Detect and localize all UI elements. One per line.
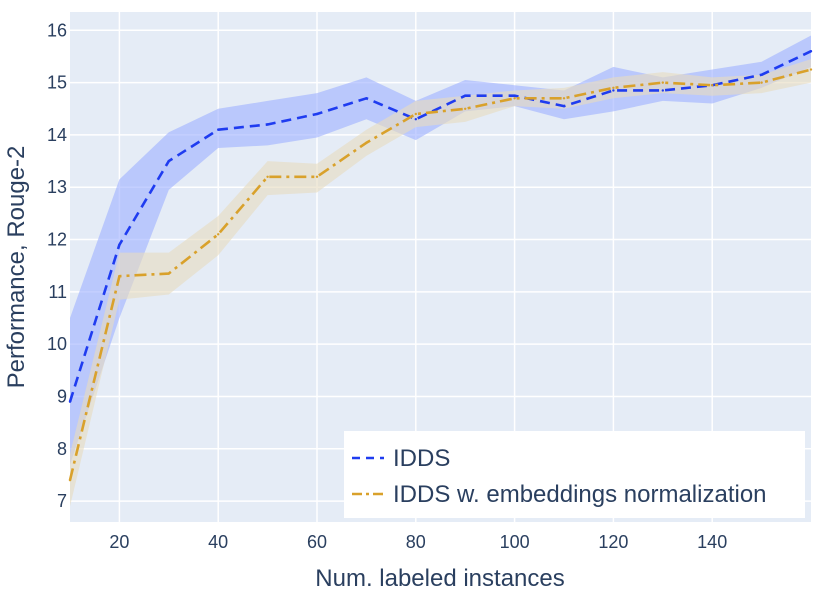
data-point-idds-90 bbox=[464, 94, 467, 97]
x-tick-label-80: 80 bbox=[406, 532, 426, 552]
legend-box bbox=[344, 431, 805, 518]
x-tick-labels: 20 40 60 80 100 120 140 bbox=[109, 532, 727, 552]
data-point-idds-normalization-40 bbox=[217, 233, 220, 236]
data-point-idds-130 bbox=[661, 89, 664, 92]
data-point-idds-normalization-60 bbox=[315, 175, 319, 178]
data-point-idds-normalization-30 bbox=[167, 272, 170, 275]
y-tick-label-12: 12 bbox=[47, 230, 67, 250]
data-point-idds-normalization-80 bbox=[414, 112, 417, 116]
data-point-idds-70 bbox=[365, 97, 368, 100]
data-point-idds-normalization-120 bbox=[612, 86, 615, 90]
series-lines bbox=[68, 50, 813, 482]
data-point-idds-normalization-90 bbox=[464, 107, 467, 110]
data-point-idds-120 bbox=[612, 89, 615, 92]
data-point-idds-normalization-150 bbox=[760, 81, 763, 84]
data-point-idds-40 bbox=[217, 128, 220, 131]
data-point-idds-normalization-110 bbox=[562, 97, 566, 100]
y-tick-label-9: 9 bbox=[57, 386, 67, 406]
data-point-idds-100 bbox=[513, 94, 516, 97]
y-tick-label-11: 11 bbox=[48, 282, 67, 302]
y-tick-label-10: 10 bbox=[47, 334, 67, 354]
legend: IDDS IDDS w. embeddings normalization bbox=[344, 431, 805, 518]
data-point-idds-normalization-10 bbox=[68, 478, 72, 482]
x-tick-label-40: 40 bbox=[208, 532, 228, 552]
data-point-idds-50 bbox=[266, 123, 269, 126]
y-gridlines bbox=[70, 29, 811, 502]
y-tick-label-16: 16 bbox=[47, 20, 67, 40]
confidence-bands bbox=[70, 35, 811, 507]
data-point-idds-60 bbox=[315, 112, 319, 116]
data-point-idds-normalization-160 bbox=[809, 68, 813, 71]
data-point-idds-30 bbox=[167, 159, 170, 163]
data-point-idds-normalization-100 bbox=[513, 97, 516, 100]
data-points-idds-normalization bbox=[68, 68, 813, 482]
y-tick-label-7: 7 bbox=[57, 491, 67, 511]
data-points-idds bbox=[68, 50, 813, 403]
data-point-idds-10 bbox=[68, 400, 72, 403]
x-tick-label-120: 120 bbox=[598, 532, 628, 552]
data-point-idds-20 bbox=[118, 243, 121, 246]
data-point-idds-normalization-70 bbox=[365, 141, 368, 144]
x-tick-label-60: 60 bbox=[307, 532, 327, 552]
x-axis-title: Num. labeled instances bbox=[315, 565, 564, 592]
data-point-idds-normalization-130 bbox=[661, 81, 664, 84]
legend-label-idds-normalization[interactable]: IDDS w. embeddings normalization bbox=[393, 481, 767, 508]
data-point-idds-normalization-140 bbox=[711, 84, 714, 87]
data-point-idds-160 bbox=[809, 50, 813, 53]
y-tick-label-14: 14 bbox=[47, 125, 67, 145]
data-point-idds-80 bbox=[414, 118, 417, 121]
x-tick-label-20: 20 bbox=[109, 532, 129, 552]
legend-label-idds[interactable]: IDDS bbox=[393, 445, 450, 472]
confidence-band-idds bbox=[70, 35, 811, 465]
data-point-idds-normalization-20 bbox=[118, 274, 121, 278]
series-line-idds bbox=[68, 50, 812, 403]
y-tick-label-15: 15 bbox=[47, 73, 67, 93]
y-tick-label-13: 13 bbox=[47, 177, 67, 197]
y-tick-labels: 7 8 9 10 11 12 13 14 15 16 bbox=[47, 20, 67, 511]
data-point-idds-150 bbox=[760, 73, 763, 76]
y-axis-title: Performance, Rouge-2 bbox=[3, 146, 30, 389]
x-tick-label-140: 140 bbox=[697, 532, 727, 552]
data-point-idds-normalization-50 bbox=[266, 175, 269, 178]
x-tick-label-100: 100 bbox=[500, 532, 530, 552]
data-point-idds-110 bbox=[562, 104, 566, 108]
y-tick-label-8: 8 bbox=[57, 439, 67, 459]
